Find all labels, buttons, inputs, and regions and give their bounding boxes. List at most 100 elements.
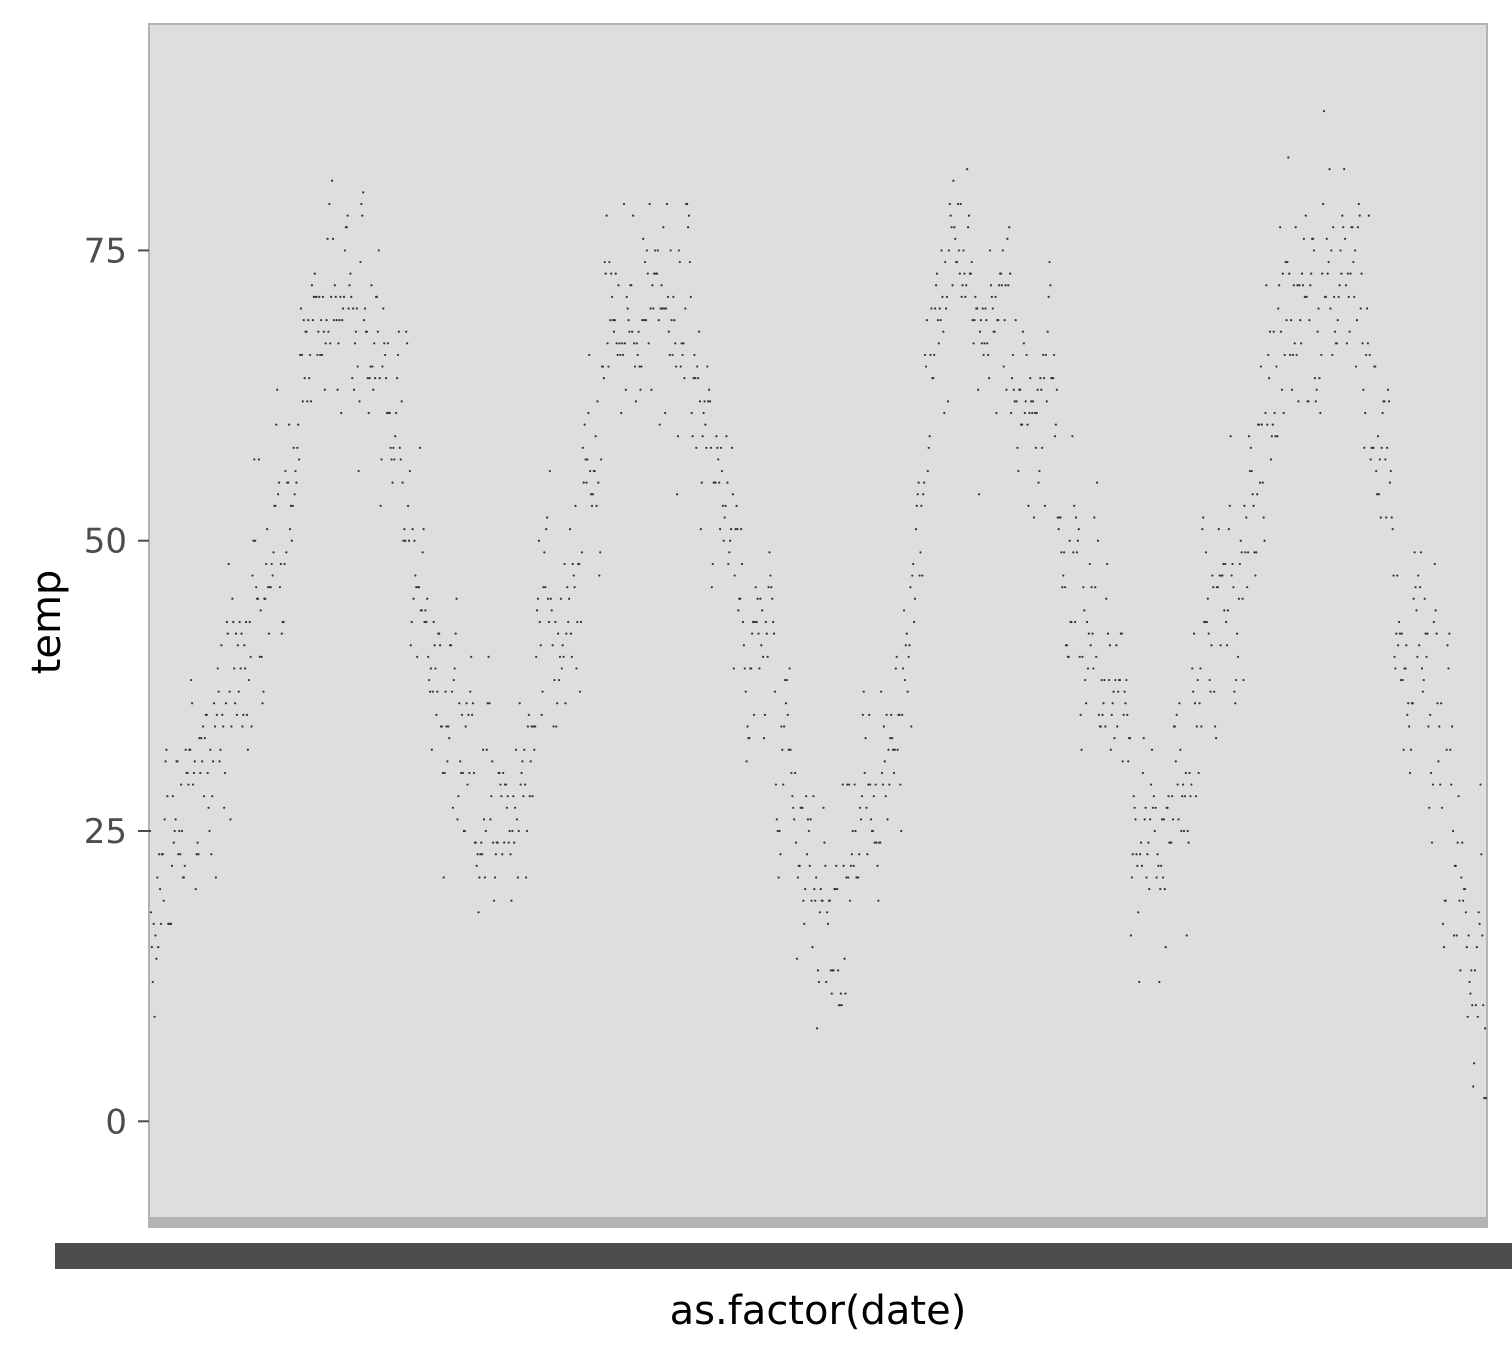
data-point [1114,678,1117,682]
data-point [446,760,449,763]
data-point [794,771,797,775]
data-point [658,423,661,426]
data-point [1265,284,1268,287]
data-point [1143,818,1146,821]
data-point [582,481,585,484]
data-point [464,725,467,728]
data-point [627,319,630,322]
data-point [1144,806,1147,809]
data-point [396,353,400,357]
data-point [611,295,614,298]
data-point [316,353,319,357]
data-point [1360,272,1363,275]
data-point [665,202,669,206]
data-point [960,295,963,298]
data-point [428,678,431,682]
data-point [716,446,719,449]
data-point [1397,620,1401,624]
data-point [594,435,597,438]
data-point [317,330,320,333]
data-point [1346,272,1349,275]
data-point [869,783,872,786]
data-point [569,632,573,635]
data-point [395,377,399,380]
data-point [1388,481,1392,484]
data-point [315,295,318,298]
data-point [1181,795,1184,798]
data-point [1243,504,1246,507]
data-point [844,992,847,995]
data-point [1057,528,1060,531]
data-point [290,539,293,542]
data-point [567,620,570,624]
data-point [691,435,694,438]
data-point [1085,620,1089,624]
data-point [1252,504,1255,507]
x-axis-line [148,1217,1488,1228]
data-point [930,307,933,310]
data-point [170,864,174,867]
data-point [1483,1027,1487,1030]
data-point [1264,411,1267,415]
data-point [1188,771,1191,775]
data-point [1157,864,1160,867]
data-point [390,458,393,461]
data-point [737,609,740,612]
data-point [848,783,851,786]
data-point [1145,876,1148,879]
data-point [386,342,390,345]
data-point [1154,806,1157,809]
data-point [1365,353,1368,357]
data-point [1381,411,1384,415]
data-point [1363,446,1366,449]
data-point [771,597,774,600]
data-point [1092,667,1095,670]
data-point [1246,551,1250,554]
data-point [1262,516,1265,519]
data-point [238,620,241,624]
data-point [1343,237,1347,240]
data-point [858,806,862,809]
data-point [586,458,589,461]
data-point [1273,411,1276,415]
data-point [1161,876,1165,879]
data-point [535,609,539,612]
data-point [1080,748,1083,751]
data-point [1042,377,1046,380]
data-point [1039,377,1042,380]
data-point [877,899,880,902]
data-point [149,911,153,914]
data-point [922,493,925,496]
data-point [1029,377,1032,380]
data-point [957,249,961,252]
data-point [522,795,525,798]
data-point [361,214,364,217]
data-point [1024,400,1027,403]
data-point [660,284,663,287]
data-point [568,528,572,531]
data-point [847,876,850,879]
data-point [884,795,887,798]
y-tick-label: 50 [84,522,127,562]
data-point [475,864,478,867]
data-point [838,1004,842,1007]
data-point [648,202,651,206]
data-point [848,899,852,902]
data-point [595,504,598,507]
data-point [206,771,209,775]
data-point [938,307,941,310]
data-point [736,528,739,531]
data-point [1173,725,1176,728]
data-point [1116,725,1119,728]
data-point [662,226,665,229]
data-point [1330,249,1333,252]
data-point [1301,284,1305,287]
data-point [997,319,1000,322]
data-point [1354,365,1358,368]
data-point [1177,818,1180,821]
data-point [1294,226,1297,229]
data-point [1237,597,1241,600]
data-point [792,806,795,809]
data-point [381,365,384,368]
